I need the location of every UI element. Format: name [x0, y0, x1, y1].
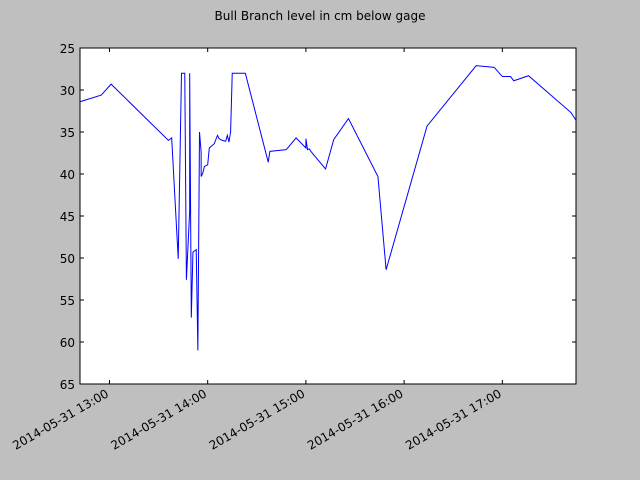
y-tick-label: 30 [60, 84, 75, 98]
series-group [79, 65, 577, 351]
y-tick-label: 65 [60, 378, 75, 392]
y-tick-label: 25 [60, 42, 75, 56]
chart-title: Bull Branch level in cm below gage [215, 9, 426, 23]
y-tick-label: 35 [60, 126, 75, 140]
y-tick-label: 45 [60, 210, 75, 224]
series-line [79, 65, 577, 351]
x-tick-label: 2014-05-31 14:00 [109, 386, 210, 452]
x-tick-label: 2014-05-31 17:00 [403, 386, 504, 452]
y-tick-label: 50 [60, 252, 75, 266]
y-tick-label: 40 [60, 168, 75, 182]
y-tick-label: 55 [60, 294, 75, 308]
plot-area [79, 47, 577, 385]
x-tick-label: 2014-05-31 16:00 [305, 386, 406, 452]
x-tick-label: 2014-05-31 13:00 [10, 386, 111, 452]
ticks-group [80, 47, 576, 385]
x-tick-label: 2014-05-31 15:00 [207, 386, 308, 452]
y-tick-label: 60 [60, 336, 75, 350]
